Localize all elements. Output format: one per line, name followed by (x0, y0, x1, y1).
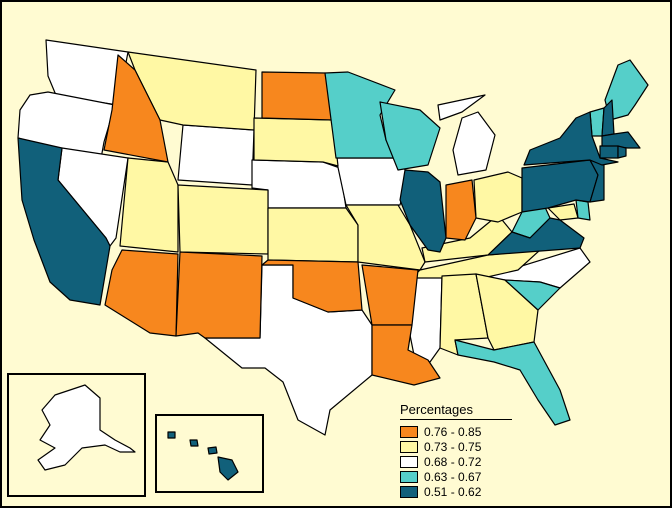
state-virginia (487, 217, 585, 256)
state-kansas (267, 207, 359, 263)
legend-title: Percentages (400, 402, 512, 420)
legend-label: 0.68 - 0.72 (424, 454, 482, 469)
state-north-dakota (261, 71, 334, 121)
legend-swatch (400, 470, 418, 483)
state-colorado (177, 184, 269, 255)
state-illinois (399, 169, 447, 253)
legend-swatch (400, 440, 418, 453)
state-missouri (345, 204, 426, 271)
hawaii-island-oahu (189, 439, 199, 447)
legend-item: 0.51 - 0.62 (400, 484, 512, 499)
hawaii-inset-frame (155, 414, 264, 493)
state-alaska (37, 384, 136, 471)
legend-label: 0.76 - 0.85 (424, 424, 482, 439)
state-indiana (445, 179, 477, 241)
state-ohio (473, 171, 523, 223)
state-california (17, 137, 111, 306)
legend-item: 0.73 - 0.75 (400, 439, 512, 454)
state-hawaii (217, 456, 239, 481)
state-wyoming (177, 124, 255, 186)
state-rhode-island (617, 145, 627, 159)
legend-swatch (400, 455, 418, 468)
state-arizona (104, 249, 179, 337)
state-utah (119, 157, 179, 253)
state-wisconsin (379, 101, 441, 171)
state-south-dakota (253, 117, 339, 167)
state-idaho (103, 54, 169, 163)
legend-swatch (400, 425, 418, 438)
state-connecticut (599, 145, 619, 159)
state-south-carolina (504, 279, 561, 311)
state-delaware (575, 199, 591, 221)
state-oklahoma (261, 259, 363, 313)
state-minnesota (324, 71, 399, 159)
legend-item: 0.68 - 0.72 (400, 454, 512, 469)
legend-item: 0.76 - 0.85 (400, 424, 512, 439)
hawaii-island-maui (207, 446, 218, 455)
legend-item: 0.63 - 0.67 (400, 469, 512, 484)
alaska-inset-frame (7, 373, 146, 497)
legend-label: 0.63 - 0.67 (424, 469, 482, 484)
state-new-york (523, 111, 619, 166)
state-florida (454, 339, 571, 426)
legend: Percentages 0.76 - 0.85 0.73 - 0.75 0.68… (400, 402, 512, 499)
state-new-hampshire (601, 99, 615, 137)
legend-swatch (400, 485, 418, 498)
state-arkansas (361, 264, 419, 326)
hawaii-island-kauai (167, 431, 176, 439)
state-louisiana (371, 324, 441, 386)
state-michigan (437, 94, 496, 176)
legend-label: 0.73 - 0.75 (424, 439, 482, 454)
state-new-mexico (175, 251, 263, 339)
legend-label: 0.51 - 0.62 (424, 484, 482, 499)
